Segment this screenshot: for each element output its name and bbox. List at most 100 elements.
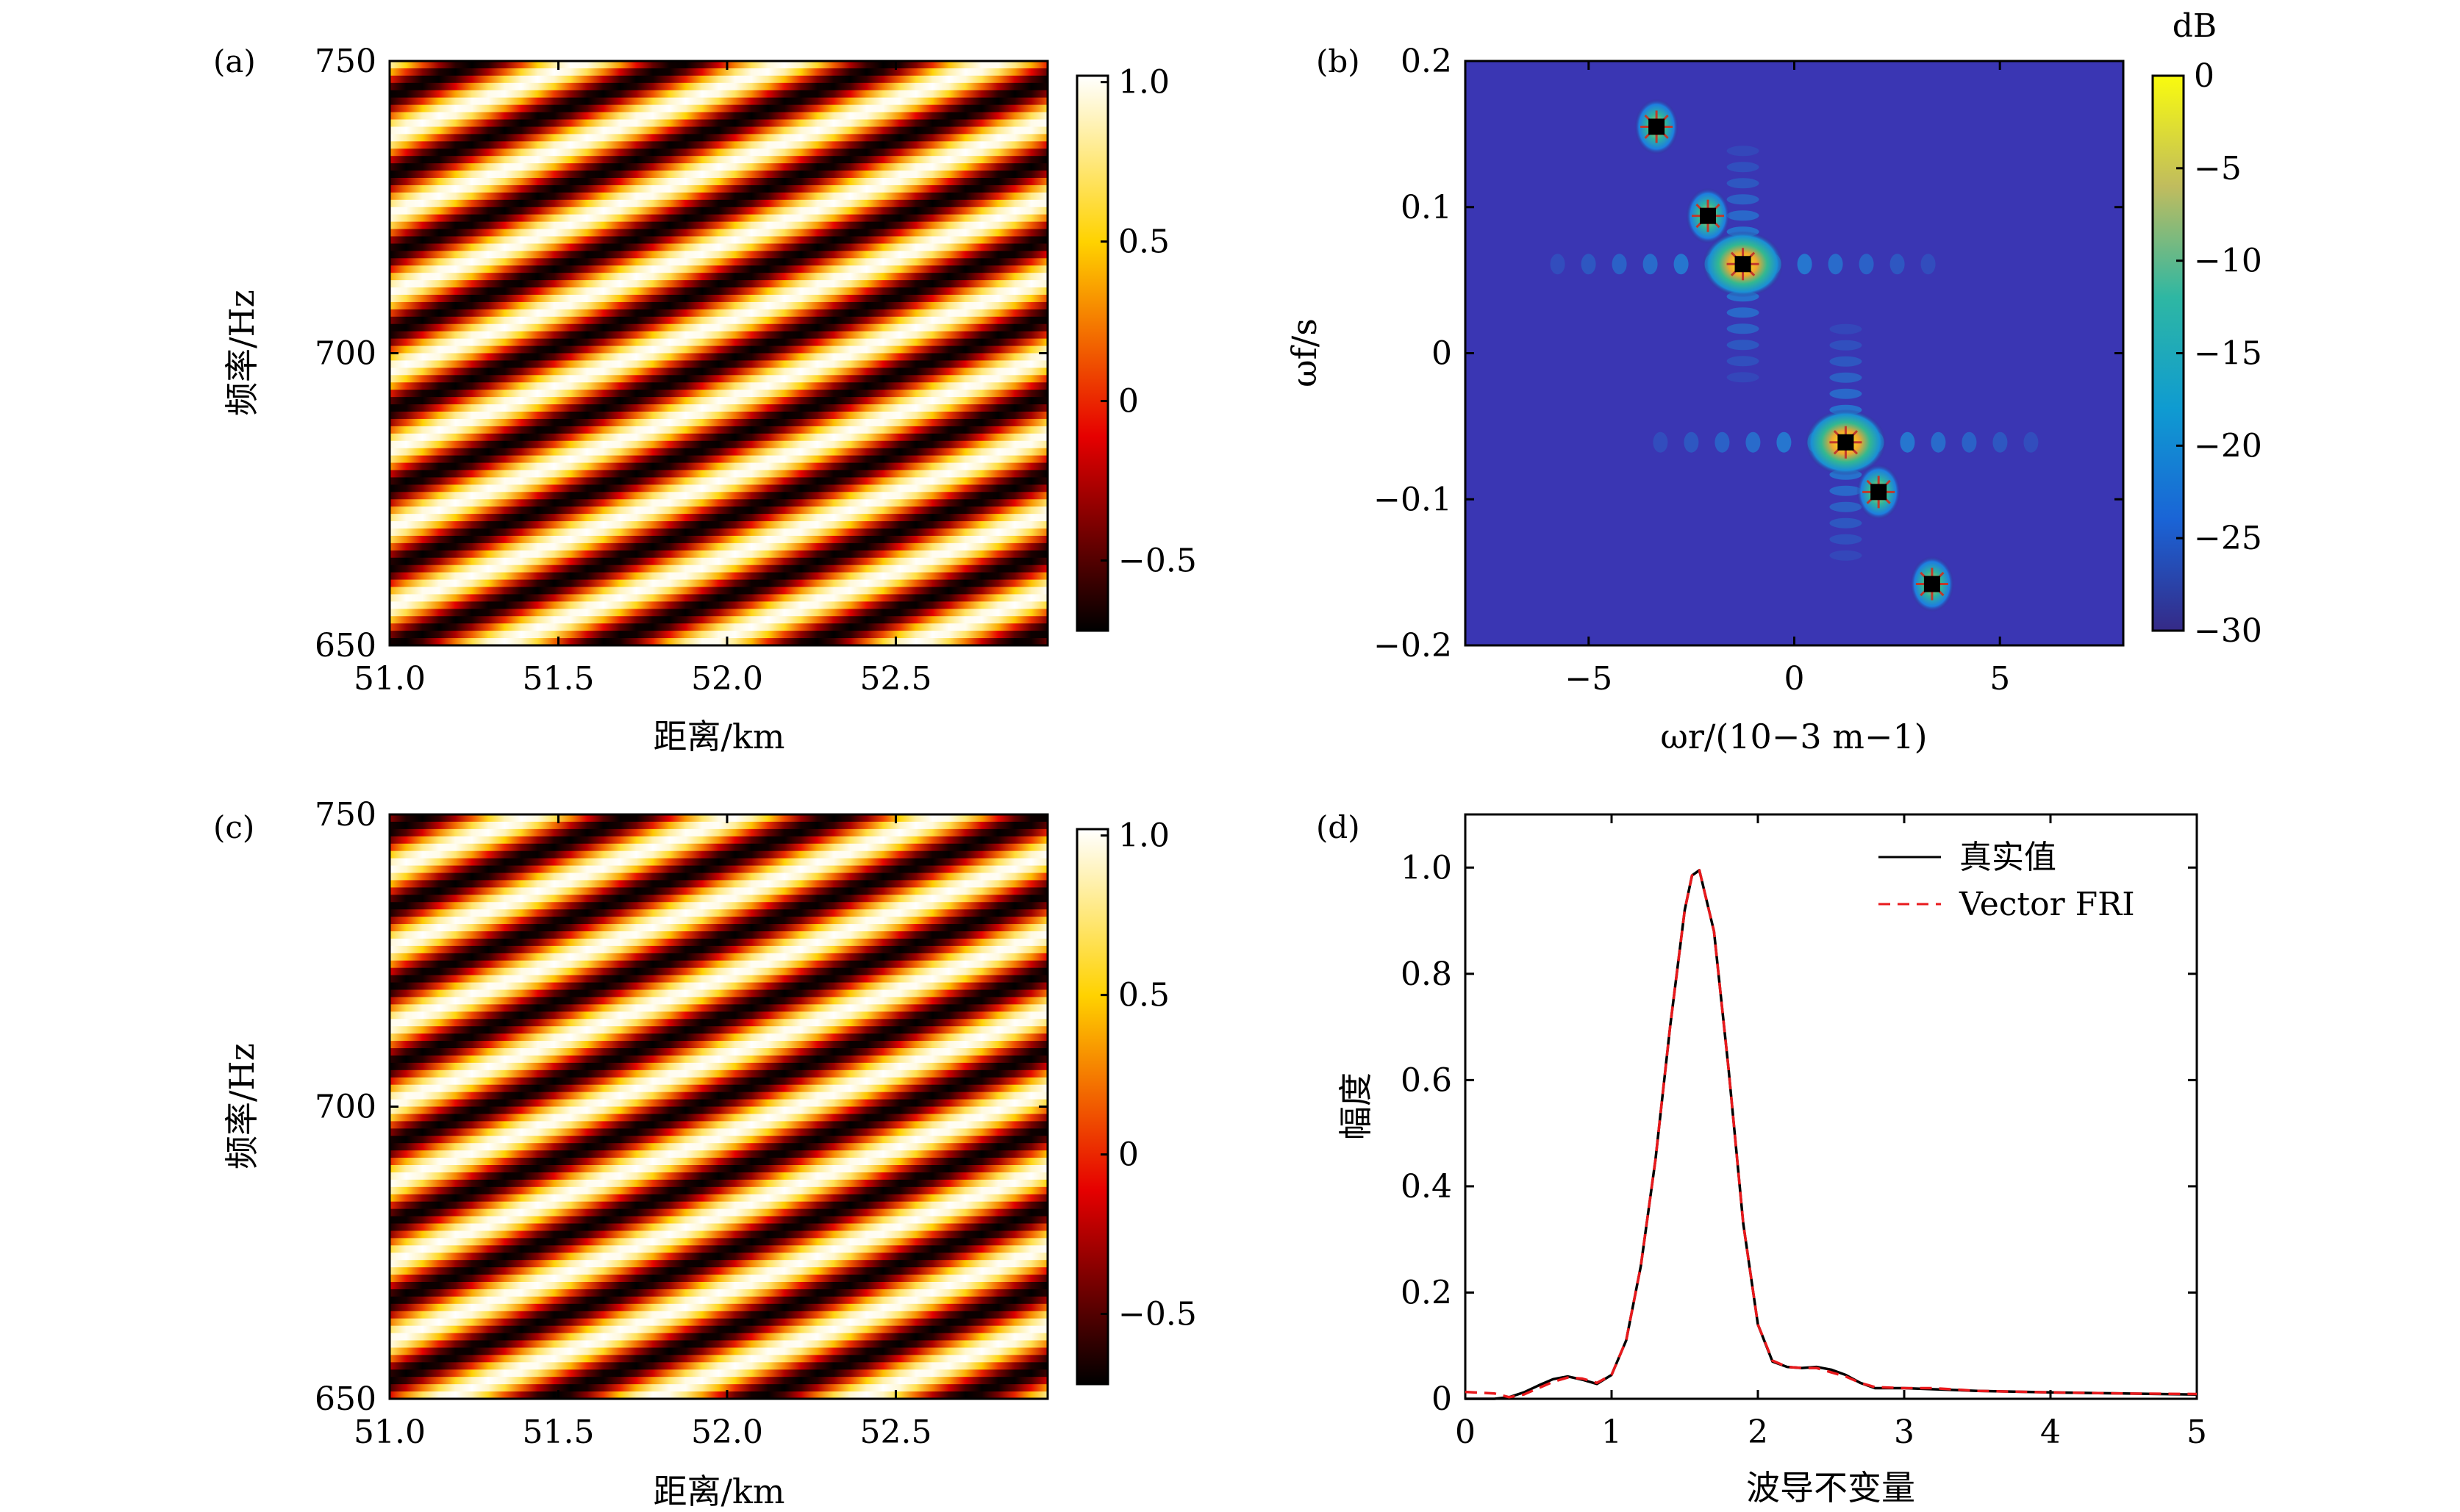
d-xtick-label: 2: [1748, 1414, 1768, 1451]
heat-c-row: [390, 1114, 1048, 1122]
b-xtick-label: −5: [1565, 660, 1612, 698]
heat-c-row: [390, 1055, 1048, 1064]
heat-a-row: [390, 207, 1048, 216]
heat-a-row: [390, 492, 1048, 501]
heat-a-row: [390, 418, 1048, 428]
heat-a-row: [390, 199, 1048, 209]
heat-c-row: [390, 1296, 1048, 1305]
sidelobe-dot: [1962, 431, 1977, 453]
heat-c-row: [390, 917, 1048, 925]
heat-c-row: [390, 828, 1048, 838]
sidelobe-dot: [1684, 431, 1699, 453]
d-ytick-label: 0: [1431, 1380, 1452, 1418]
heat-a-row: [390, 579, 1048, 588]
heat-a-row: [390, 529, 1048, 537]
b-cbar-label: −30: [2194, 612, 2262, 650]
sidelobe-dot: [1726, 356, 1759, 367]
d-xtick-label: 3: [1894, 1414, 1914, 1451]
heat-c-row: [390, 895, 1048, 903]
heatmap-b-background: [1465, 61, 2123, 645]
heat-c-row: [390, 960, 1048, 970]
heat-c-row: [390, 1136, 1048, 1144]
heat-a-row: [390, 360, 1048, 369]
heat-c-row: [390, 982, 1048, 991]
sidelobe-dot: [1829, 517, 1862, 529]
heat-a-row: [390, 514, 1048, 523]
heat-c-row: [390, 1377, 1048, 1386]
a-xtick-label: 52.0: [691, 660, 763, 698]
c-xtick-label: 52.5: [859, 1414, 932, 1451]
heat-c-row: [390, 1084, 1048, 1094]
heat-a-row: [390, 221, 1048, 231]
sidelobe-dot: [1828, 254, 1843, 275]
b-ytick-label: −0.1: [1373, 481, 1452, 518]
heat-c-row: [390, 1369, 1048, 1378]
heat-c-row: [390, 1355, 1048, 1364]
legend-label-fri: Vector FRI: [1959, 886, 2135, 923]
heat-c-row: [390, 858, 1048, 867]
peak-marker: [1829, 426, 1862, 459]
heat-a-row: [390, 412, 1048, 420]
heat-c-stripes: [390, 814, 1048, 1399]
heat-a-row: [390, 323, 1048, 333]
colorbar-ticks-c: 1.0 0.5 0 −0.5: [1101, 817, 1197, 1333]
colorbar-a: [1076, 74, 1109, 632]
heat-a-row: [390, 97, 1048, 107]
a-xtick-label: 51.0: [354, 660, 426, 698]
heat-a-row: [390, 521, 1048, 530]
heat-a-row: [390, 609, 1048, 617]
heat-c-row: [390, 1004, 1048, 1013]
a-ytick-label: 750: [315, 43, 376, 80]
heat-a-row: [390, 119, 1048, 128]
sidelobe-dot: [1726, 162, 1759, 173]
heat-c-row: [390, 821, 1048, 831]
heat-c-row: [390, 1260, 1048, 1269]
b-cbar-label: 0: [2194, 57, 2214, 95]
heat-c-row: [390, 1333, 1048, 1341]
peak-marker: [1640, 110, 1673, 143]
sidelobe-dot: [1900, 431, 1915, 453]
heat-a-row: [390, 90, 1048, 99]
sidelobe-dot: [1829, 372, 1862, 383]
heat-c-row: [390, 1062, 1048, 1072]
heat-c-row: [390, 1391, 1048, 1399]
sidelobe-dot: [1642, 254, 1658, 275]
heat-a-row: [390, 316, 1048, 326]
ylabel-c: 频率/Hz: [222, 1043, 262, 1169]
heat-a-row: [390, 542, 1048, 552]
heat-c-row: [390, 850, 1048, 860]
sidelobe-dot: [1581, 254, 1596, 275]
a-cbar-label: −0.5: [1118, 542, 1197, 580]
heat-c-row: [390, 1194, 1048, 1203]
heat-c-row: [390, 1165, 1048, 1174]
xlabel-b: ωr/(10−3 m−1): [1660, 717, 1927, 756]
heat-c-row: [390, 1186, 1048, 1196]
heat-c-row: [390, 1362, 1048, 1371]
plot-frame-d: [1464, 813, 2198, 1400]
heat-a-row: [390, 280, 1048, 289]
sidelobe-dot: [1859, 254, 1874, 275]
sidelobe-dot: [1745, 431, 1761, 453]
heat-c-row: [390, 1275, 1048, 1283]
heat-a-row: [390, 616, 1048, 625]
b-ytick-label: 0: [1431, 335, 1452, 373]
heat-c-row: [390, 989, 1048, 998]
heat-a-row: [390, 148, 1048, 157]
d-ytick-label: 0.2: [1401, 1274, 1452, 1311]
heat-a-row: [390, 126, 1048, 135]
ylabel-d: 幅度: [1336, 1072, 1376, 1140]
heat-a-row: [390, 623, 1048, 632]
heat-a-row: [390, 397, 1048, 406]
d-xtick-label: 1: [1601, 1414, 1622, 1451]
sidelobe-dot: [1612, 254, 1627, 275]
heat-a-row: [390, 287, 1048, 296]
heat-a-row: [390, 273, 1048, 282]
heat-a-row: [390, 214, 1048, 223]
heat-a-row: [390, 61, 1048, 70]
legend-d: 真实值 Vector FRI: [1878, 839, 2135, 923]
heat-c-row: [390, 1216, 1048, 1225]
heat-c-row: [390, 1143, 1048, 1152]
sidelobe-dot: [1726, 307, 1759, 318]
heat-c-row: [390, 1347, 1048, 1356]
c-cbar-label: 1.0: [1118, 817, 1170, 855]
